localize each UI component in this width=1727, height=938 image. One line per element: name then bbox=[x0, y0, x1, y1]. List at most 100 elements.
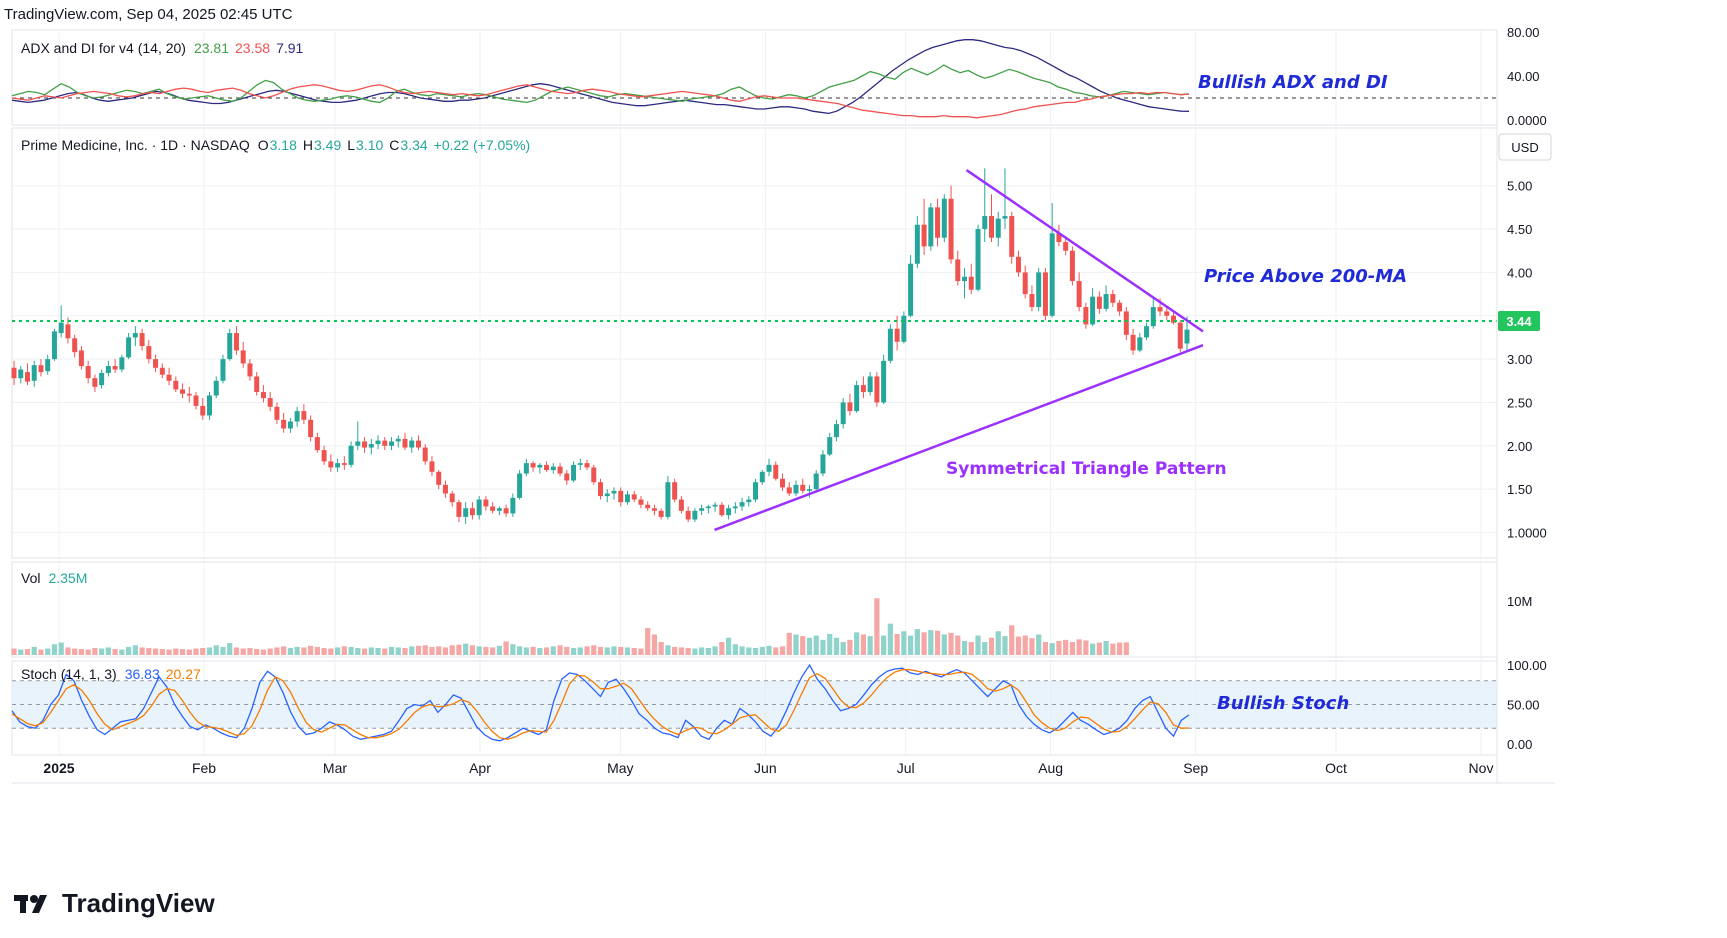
candle-body bbox=[415, 440, 421, 448]
candle-body bbox=[1130, 334, 1136, 351]
volume-bar bbox=[712, 646, 718, 655]
volume-bar bbox=[813, 635, 819, 655]
candle-body bbox=[247, 363, 253, 377]
candle-body bbox=[503, 508, 509, 514]
candle-body bbox=[557, 466, 563, 474]
candle-body bbox=[240, 350, 246, 364]
volume-bar bbox=[793, 634, 799, 655]
candle-body bbox=[233, 333, 239, 351]
candle-body bbox=[651, 508, 657, 511]
volume-bar bbox=[193, 648, 199, 655]
annotation-triangle: Symmetrical Triangle Pattern bbox=[946, 459, 1227, 479]
volume-bar bbox=[759, 646, 765, 655]
stoch-legend: 36.83 bbox=[125, 666, 160, 682]
volume-bar bbox=[719, 642, 725, 655]
candle-body bbox=[517, 473, 523, 498]
candle-body bbox=[429, 461, 435, 472]
candle-body bbox=[51, 331, 57, 360]
volume-legend: 2.35M bbox=[48, 570, 87, 586]
candle-body bbox=[483, 499, 489, 507]
candle-body bbox=[85, 366, 91, 379]
candle-body bbox=[948, 198, 954, 260]
candle-body bbox=[213, 380, 219, 396]
volume-bar bbox=[1103, 640, 1109, 655]
candle-body bbox=[153, 359, 159, 368]
candle-body bbox=[833, 424, 839, 438]
candle-body bbox=[375, 440, 381, 445]
volume-axis-tick: 10M bbox=[1507, 594, 1532, 609]
price-legend: 3.49 bbox=[314, 137, 341, 153]
price-legend: H bbox=[303, 137, 313, 153]
volume-bar bbox=[867, 636, 873, 655]
volume-bar bbox=[1090, 643, 1096, 655]
volume-bar bbox=[31, 646, 37, 655]
volume-bar bbox=[887, 623, 893, 655]
candle-body bbox=[1090, 296, 1096, 325]
candle-body bbox=[92, 378, 98, 387]
volume-bar bbox=[368, 647, 374, 655]
candle-body bbox=[1171, 315, 1177, 323]
price-legend: C bbox=[389, 137, 399, 153]
candle-body bbox=[510, 497, 516, 514]
candle-body bbox=[1144, 326, 1150, 338]
volume-bar bbox=[678, 647, 684, 655]
volume-bar bbox=[914, 629, 920, 655]
candle-body bbox=[1184, 329, 1190, 344]
volume-bar bbox=[557, 645, 563, 655]
volume-bar bbox=[564, 646, 570, 655]
candle-body bbox=[281, 419, 287, 429]
candle-body bbox=[820, 454, 826, 474]
price-axis-tick: 4.00 bbox=[1507, 265, 1532, 280]
volume-bar bbox=[1116, 642, 1123, 655]
candle-body bbox=[11, 367, 17, 379]
volume-bar bbox=[99, 648, 105, 655]
volume-bar bbox=[78, 649, 85, 655]
volume-bar bbox=[908, 635, 914, 655]
candle-body bbox=[382, 440, 388, 446]
candle-body bbox=[881, 360, 887, 403]
volume-bar bbox=[786, 632, 792, 655]
volume-bar bbox=[355, 647, 361, 655]
volume-bar bbox=[126, 646, 132, 655]
x-axis-tick: Nov bbox=[1469, 760, 1494, 776]
volume-bar bbox=[496, 645, 502, 655]
candle-body bbox=[773, 464, 779, 479]
volume-bar bbox=[146, 647, 152, 655]
price-axis-tick: 5.00 bbox=[1507, 179, 1532, 194]
candle-body bbox=[119, 357, 125, 370]
last-price-label: 3.44 bbox=[1506, 314, 1532, 329]
candle-body bbox=[766, 464, 772, 472]
price-legend: 3.18 bbox=[270, 137, 297, 153]
candle-body bbox=[173, 380, 179, 390]
candle-body bbox=[65, 324, 71, 339]
candle-body bbox=[274, 406, 280, 420]
volume-bar bbox=[1015, 636, 1022, 655]
volume-bar bbox=[429, 646, 435, 655]
volume-bar bbox=[112, 649, 118, 655]
candle-body bbox=[1009, 216, 1015, 257]
volume-bar bbox=[179, 649, 186, 655]
candle-body bbox=[544, 464, 550, 471]
volume-bar bbox=[651, 634, 658, 655]
candle-body bbox=[780, 478, 786, 488]
volume-bar bbox=[92, 647, 98, 655]
volume-bar bbox=[152, 648, 159, 655]
candle-body bbox=[1096, 296, 1102, 309]
candle-body bbox=[436, 471, 442, 485]
candle-body bbox=[813, 473, 819, 490]
candle-body bbox=[335, 463, 341, 468]
chart-source-header: TradingView.com, Sep 04, 2025 02:45 UTC bbox=[4, 6, 293, 23]
candle-body bbox=[550, 466, 556, 471]
adx-legend: 23.81 bbox=[194, 40, 229, 56]
volume-bar bbox=[827, 633, 833, 655]
volume-bar bbox=[699, 647, 705, 655]
candle-body bbox=[1164, 311, 1170, 316]
volume-bar bbox=[1056, 640, 1062, 655]
volume-bar bbox=[874, 598, 880, 655]
volume-bar bbox=[469, 645, 476, 655]
volume-bar bbox=[604, 647, 610, 655]
volume-bar bbox=[402, 647, 408, 655]
candle-body bbox=[193, 395, 199, 406]
tradingview-logo[interactable]: TradingView bbox=[14, 888, 215, 919]
